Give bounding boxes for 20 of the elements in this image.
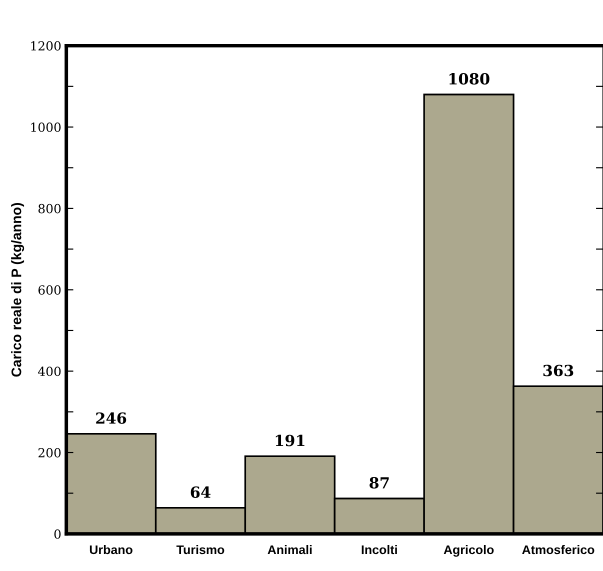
data-label: 363 [543, 364, 574, 376]
x-tick-label: Agricolo [444, 544, 494, 557]
data-label: 246 [96, 412, 126, 424]
x-tick-label: Incolti [362, 544, 397, 554]
y-tick-label: 800 [38, 204, 61, 214]
x-tick-label: Turismo [176, 544, 224, 554]
y-tick-label: 1200 [31, 41, 61, 51]
y-axis-title: Carico reale di P (kg/anno) [11, 202, 24, 377]
y-tick-label: 0 [54, 529, 61, 539]
data-label: 87 [370, 477, 389, 489]
x-tick-label: Urbano [90, 544, 132, 554]
data-label: 1080 [449, 73, 490, 85]
y-tick-label: 200 [38, 448, 61, 458]
y-tick-label: 400 [38, 366, 61, 376]
x-tick-label: Animali [268, 544, 312, 554]
data-label: 191 [276, 434, 304, 446]
y-tick-label: 1000 [31, 122, 61, 132]
x-tick-label: Atmosferico [522, 544, 594, 554]
y-tick-label: 600 [38, 285, 61, 295]
data-label: 64 [190, 486, 210, 498]
